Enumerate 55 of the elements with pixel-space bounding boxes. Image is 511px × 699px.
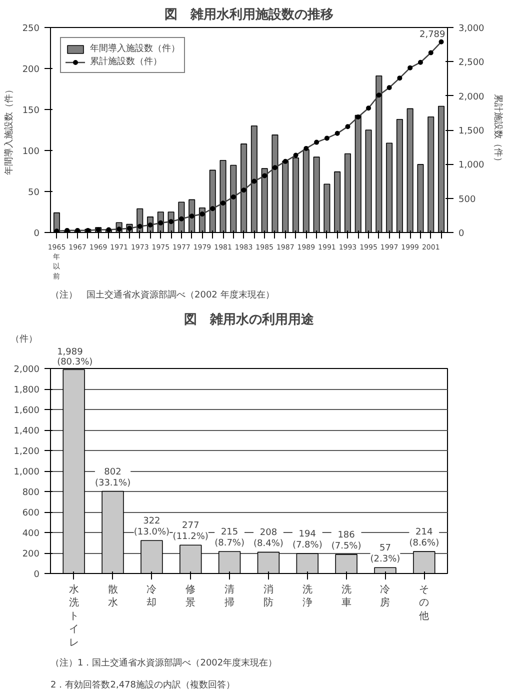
y-tick-label: 1,200 xyxy=(14,447,40,457)
data-label: 2,789 xyxy=(420,30,446,40)
y2-tick-label: 2,500 xyxy=(458,58,485,68)
x-tick-label: 冷房 xyxy=(380,584,390,609)
y-tick-label: 600 xyxy=(22,508,40,518)
data-label: 215 (8.7%) xyxy=(214,527,244,548)
y-tick-label: 400 xyxy=(22,529,40,539)
x-tick-label: 消防 xyxy=(263,584,274,609)
y2-axis-title: 累計施設数（件） xyxy=(492,94,504,166)
y-tick-label: 200 xyxy=(22,65,40,75)
data-label: 208 (8.4%) xyxy=(254,528,284,550)
x-tick-label: 洗車 xyxy=(341,584,352,609)
y2-tick-label: 0 xyxy=(458,229,464,239)
y-tick-label: 1,600 xyxy=(14,406,40,416)
y2-tick-label: 1,500 xyxy=(458,126,485,136)
y2-tick-label: 2,000 xyxy=(458,92,485,102)
y-tick-label: 2,000 xyxy=(14,365,40,375)
y-tick-label: 1,800 xyxy=(14,386,40,396)
data-label: 277 (11.2%) xyxy=(172,521,208,542)
y-tick-label: 0 xyxy=(34,570,40,580)
y-tick-label: 50 xyxy=(28,188,40,198)
text: 2．有効回答数2,478施設の内訳（複数回答） xyxy=(50,680,235,690)
text: （注） 国土交通省水資源部調べ（2002 年度末現在） xyxy=(50,290,274,300)
y2-tick-label: 500 xyxy=(458,194,476,205)
x-tick-label: 冷却 xyxy=(146,584,157,609)
x-tick-label: 散水 xyxy=(108,584,118,609)
y-tick-label: 200 xyxy=(22,550,40,560)
y-tick-label: 800 xyxy=(22,488,40,498)
data-label: 322 (13.0%) xyxy=(134,516,170,538)
x-tick-label: 洗浄 xyxy=(302,584,312,609)
y-tick-label: 0 xyxy=(34,229,40,239)
y-tick-label: 1,000 xyxy=(14,468,40,478)
y-axis-title: 年間導入施設数（件） xyxy=(3,85,14,175)
data-label: 57 (2.3%) xyxy=(370,544,400,565)
y2-tick-label: 1,000 xyxy=(458,160,485,171)
y-tick-label: 150 xyxy=(22,106,40,116)
y-tick-label: 1,400 xyxy=(14,426,40,436)
y-tick-label: 250 xyxy=(22,24,40,34)
y-axis-title: （件） xyxy=(10,334,38,344)
text: （注）1．国土交通省水資源部調べ（2002年度末現在） xyxy=(50,658,278,668)
x-tick-label: 修景 xyxy=(186,584,196,609)
y-tick-label: 100 xyxy=(22,147,40,157)
y2-tick-label: 3,000 xyxy=(458,24,485,34)
chart-title: 図 雑用水の利用用途 xyxy=(184,312,315,328)
data-label: 214 (8.6%) xyxy=(409,528,440,549)
data-label: 194 (7.8%) xyxy=(292,530,322,551)
chart-title: 図 雑用水利用施設数の推移 xyxy=(164,6,334,22)
x-tick-label: 水洗トイレ xyxy=(68,584,79,648)
legend-label: 年間導入施設数（件） xyxy=(90,42,180,55)
data-label: 1,989 (80.3%) xyxy=(57,348,93,368)
x-tick-label: 清掃 xyxy=(224,584,235,609)
legend-label: 累計施設数（件） xyxy=(90,56,162,68)
data-label: 802 (33.1%) xyxy=(94,467,131,488)
data-label: 186 (7.5%) xyxy=(331,530,362,552)
x-tick-label: その他 xyxy=(419,584,430,622)
